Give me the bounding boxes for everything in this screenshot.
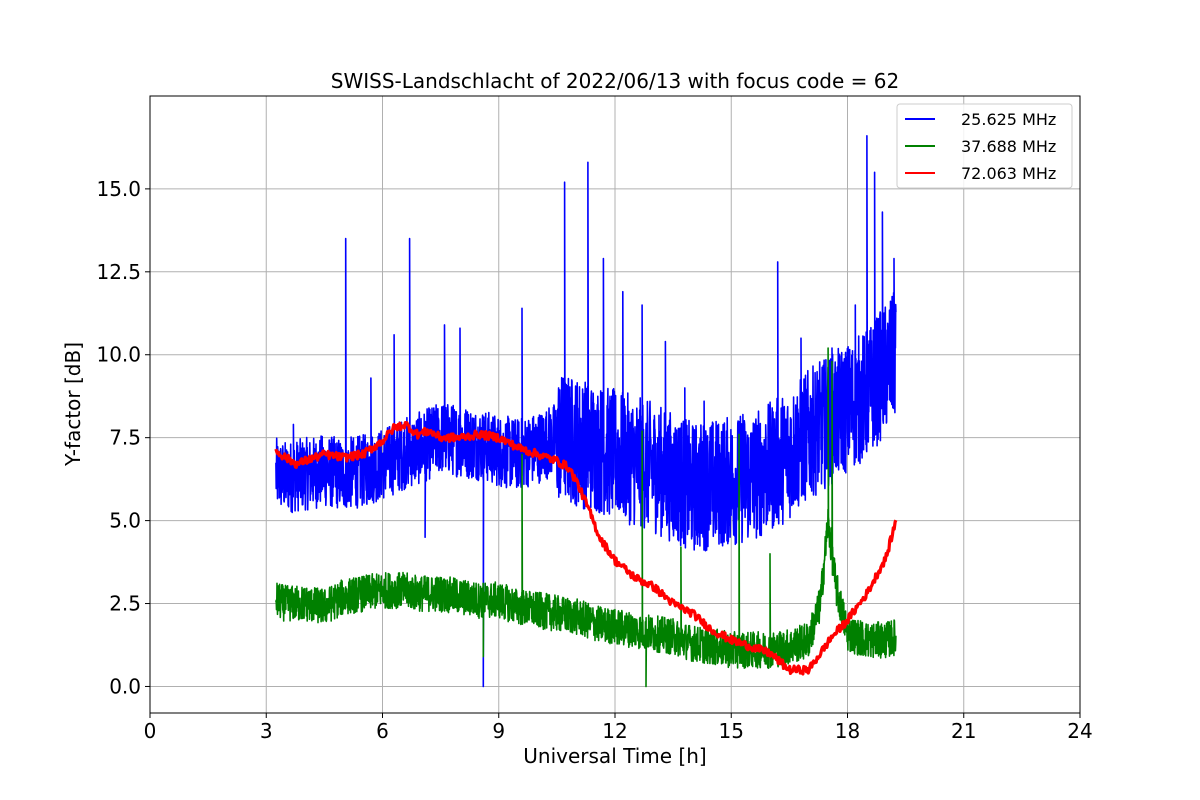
x-tick-label: 18 [835,719,860,743]
y-tick-label: 7.5 [109,426,141,450]
series-line-2 [275,347,897,688]
y-tick-label: 15.0 [96,177,141,201]
y-tick-label: 12.5 [96,260,141,284]
series-line-1 [275,135,897,688]
x-tick-label: 6 [376,719,389,743]
y-tick-label: 0.0 [109,674,141,698]
legend-box [896,103,1073,189]
legend: 25.625 MHz 37.688 MHz 72.063 MHz [896,103,1073,189]
y-tick-label: 2.5 [109,592,141,616]
series-line-3 [274,421,898,676]
tick-layer: 0 3 6 9 12 15 18 21 24 0.0 2.5 5.0 7.5 10.0 12.5 15.0 [96,177,1092,743]
x-tick-label: 15 [719,719,744,743]
y-tick-label: 5.0 [109,509,141,533]
y-axis-label: Y-factor [dB] [61,342,85,467]
legend-label: 37.688 MHz [961,137,1056,156]
x-axis-label: Universal Time [h] [523,744,706,768]
chart-title: SWISS-Landschlacht of 2022/06/13 with fo… [331,69,899,93]
y-tick-label: 10.0 [96,343,141,367]
x-tick-label: 21 [951,719,976,743]
x-tick-label: 24 [1067,719,1092,743]
legend-label: 25.625 MHz [961,110,1056,129]
x-tick-label: 3 [260,719,273,743]
x-tick-label: 9 [492,719,505,743]
series-layer [274,135,898,688]
legend-label: 72.063 MHz [961,164,1056,183]
x-tick-label: 12 [602,719,627,743]
x-tick-label: 0 [144,719,157,743]
